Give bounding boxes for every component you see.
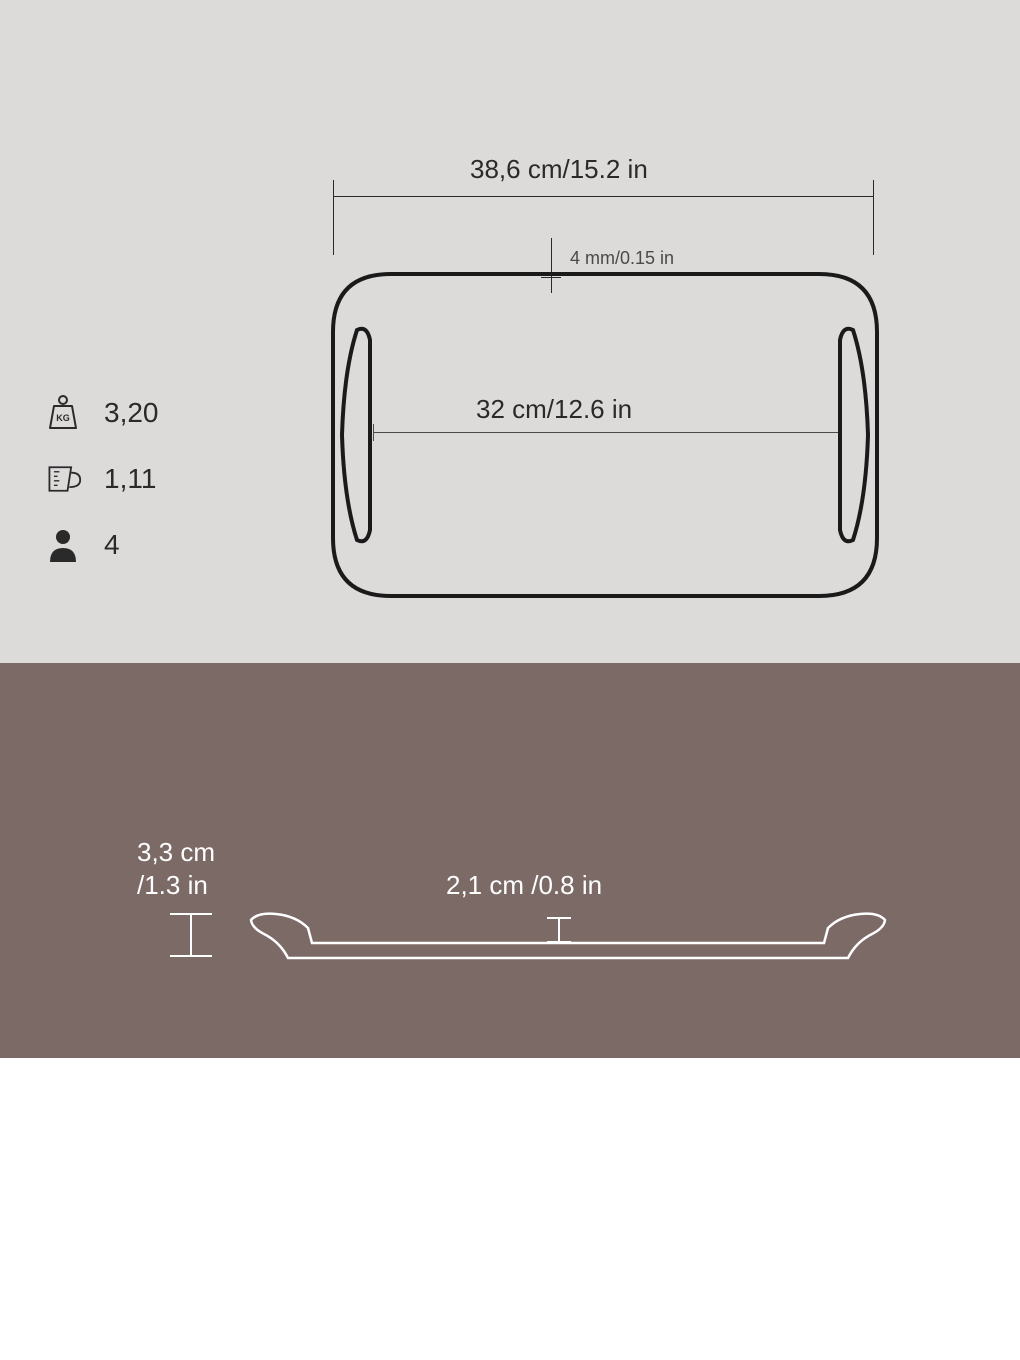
outer-width-line	[333, 196, 873, 197]
weight-icon: KG	[44, 394, 82, 432]
wall-thickness-label: 4 mm/0.15 in	[570, 248, 674, 269]
spec-weight-row: KG 3,20	[44, 394, 159, 432]
weight-value: 3,20	[104, 397, 159, 429]
volume-icon	[44, 460, 82, 498]
outer-width-right-tick	[873, 180, 874, 255]
height-label-cm: 3,3 cm	[137, 837, 215, 868]
outer-width-label: 38,6 cm/15.2 in	[470, 154, 648, 185]
volume-value: 1,11	[104, 463, 156, 495]
person-icon	[44, 526, 82, 564]
top-view-section: 38,6 cm/15.2 in 4 mm/0.15 in 32 cm/12.6 …	[0, 0, 1020, 663]
height-label-in: /1.3 in	[137, 870, 208, 901]
spec-servings-row: 4	[44, 526, 159, 564]
specs-sidebar: KG 3,20 1,11	[44, 394, 159, 592]
outer-width-left-tick	[333, 180, 334, 255]
side-view-outline	[248, 908, 888, 968]
servings-value: 4	[104, 529, 120, 561]
spec-volume-row: 1,11	[44, 460, 159, 498]
svg-text:KG: KG	[56, 413, 70, 423]
depth-label: 2,1 cm /0.8 in	[446, 870, 602, 901]
top-view-outline	[318, 270, 892, 610]
side-view-section: 3,3 cm /1.3 in 2,1 cm /0.8 in	[0, 663, 1020, 1058]
footer-section	[0, 1058, 1020, 1360]
